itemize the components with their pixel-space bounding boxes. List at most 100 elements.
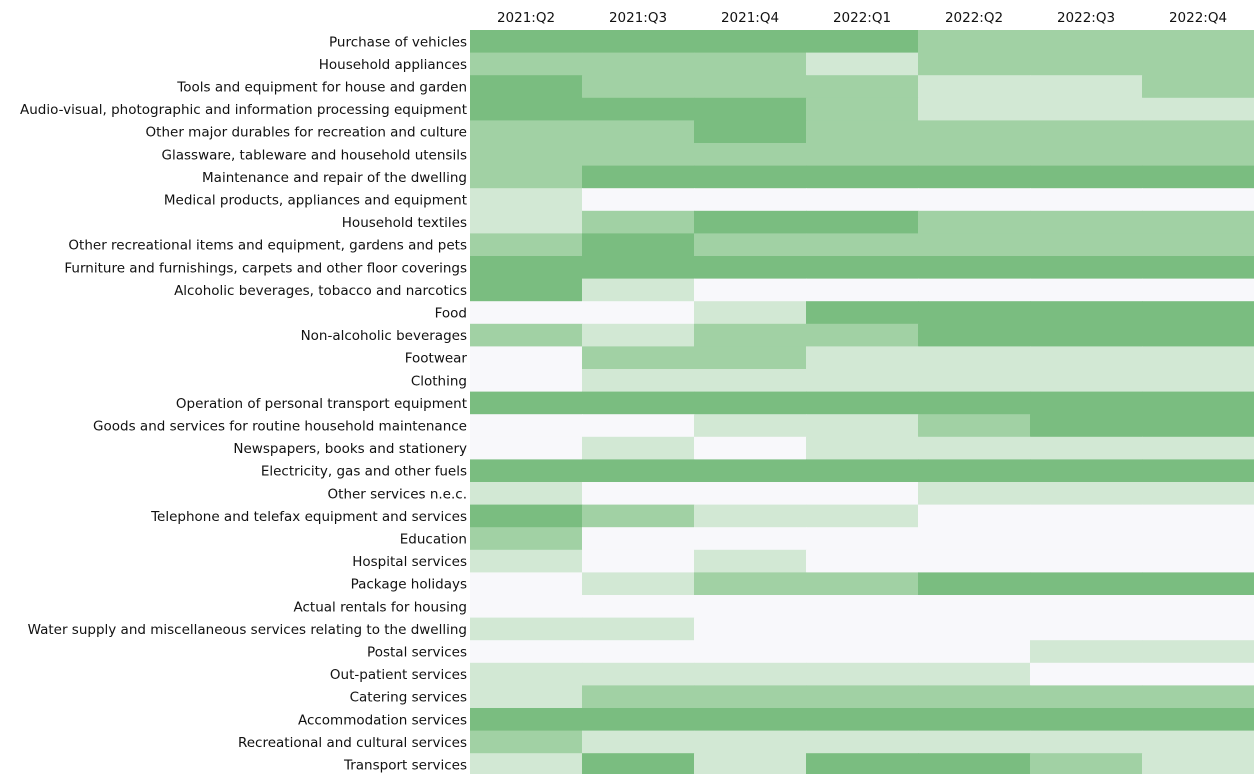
heatmap-cell	[918, 233, 1031, 257]
row-label: Clothing	[411, 373, 467, 389]
heatmap-cell	[1030, 188, 1143, 212]
heatmap-cell	[1030, 323, 1143, 347]
heatmap-cell	[806, 391, 919, 415]
heatmap-cell	[582, 504, 695, 528]
heatmap-cell	[470, 346, 583, 370]
row-label: Transport services	[343, 758, 467, 774]
heatmap-cell	[470, 662, 583, 686]
heatmap-cell	[470, 52, 583, 76]
heatmap-cell	[694, 504, 807, 528]
heatmap-cell	[1030, 730, 1143, 754]
row-label: Actual rentals for housing	[294, 599, 467, 615]
heatmap-cell	[1030, 662, 1143, 686]
heatmap-cell	[1142, 414, 1254, 438]
heatmap-cell	[582, 30, 695, 54]
heatmap-cell	[918, 504, 1031, 528]
heatmap-cell	[694, 685, 807, 709]
heatmap-cell	[1142, 301, 1254, 325]
heatmap-cell	[918, 414, 1031, 438]
heatmap-cell	[582, 210, 695, 234]
heatmap-cell	[1142, 75, 1254, 99]
heatmap-cell	[1030, 708, 1143, 732]
row-label: Electricity, gas and other fuels	[261, 464, 467, 480]
heatmap-cell	[694, 52, 807, 76]
row-label: Medical products, appliances and equipme…	[164, 193, 467, 209]
heatmap-cell	[1142, 527, 1254, 551]
heatmap-cell	[1030, 278, 1143, 302]
heatmap-cell	[470, 120, 583, 144]
heatmap-cell	[1142, 595, 1254, 619]
heatmap-cell	[806, 527, 919, 551]
heatmap-cell	[470, 391, 583, 415]
heatmap-cell	[1030, 30, 1143, 54]
heatmap-cell	[582, 233, 695, 257]
heatmap-cell	[470, 617, 583, 641]
heatmap-cell	[582, 256, 695, 280]
column-label: 2022:Q1	[833, 10, 891, 26]
column-label: 2022:Q3	[1057, 10, 1115, 26]
heatmap-cell	[1030, 753, 1143, 774]
heatmap-cell	[694, 436, 807, 460]
heatmap-cell	[694, 414, 807, 438]
heatmap-cell	[918, 97, 1031, 121]
heatmap-cell	[470, 256, 583, 280]
heatmap-cell	[918, 75, 1031, 99]
heatmap-cell	[582, 459, 695, 483]
row-label: Accommodation services	[298, 712, 467, 728]
heatmap-cell	[1142, 436, 1254, 460]
row-label: Newspapers, books and stationery	[233, 441, 467, 457]
heatmap-cell	[918, 459, 1031, 483]
row-label: Food	[435, 306, 467, 322]
heatmap-cell	[582, 662, 695, 686]
heatmap-cell	[1142, 278, 1254, 302]
heatmap-cell	[694, 188, 807, 212]
heatmap-cell	[918, 572, 1031, 596]
heatmap-cell	[806, 52, 919, 76]
row-label: Maintenance and repair of the dwelling	[202, 170, 467, 186]
heatmap-cell	[806, 662, 919, 686]
heatmap-cell	[806, 143, 919, 167]
heatmap-cell	[918, 708, 1031, 732]
heatmap-cell	[1142, 369, 1254, 393]
heatmap-cell	[470, 278, 583, 302]
heatmap-cell	[918, 685, 1031, 709]
heatmap-cell	[694, 120, 807, 144]
heatmap-cell	[1142, 323, 1254, 347]
column-label: 2021:Q3	[609, 10, 667, 26]
heatmap-cell	[1030, 459, 1143, 483]
heatmap-cell	[918, 52, 1031, 76]
heatmap-cell	[582, 165, 695, 189]
heatmap-cell	[1142, 482, 1254, 506]
heatmap-cell	[582, 97, 695, 121]
heatmap-cell	[1030, 210, 1143, 234]
heatmap-cell	[1030, 504, 1143, 528]
heatmap-cell	[806, 595, 919, 619]
heatmap-cell	[470, 730, 583, 754]
column-label: 2022:Q2	[945, 10, 1003, 26]
heatmap-cell	[1142, 120, 1254, 144]
heatmap-cell	[470, 527, 583, 551]
heatmap-cell	[1030, 685, 1143, 709]
heatmap-cell	[918, 143, 1031, 167]
heatmap-cell	[918, 549, 1031, 573]
heatmap-cell	[694, 256, 807, 280]
heatmap-cell	[1030, 549, 1143, 573]
heatmap-cell	[918, 527, 1031, 551]
heatmap-cell	[582, 301, 695, 325]
heatmap-cell	[582, 278, 695, 302]
heatmap-cell	[470, 323, 583, 347]
heatmap-cell	[806, 730, 919, 754]
heatmap-cell	[806, 75, 919, 99]
heatmap-cell	[1142, 97, 1254, 121]
heatmap-cell	[806, 165, 919, 189]
heatmap-cell	[1142, 30, 1254, 54]
heatmap-cell	[470, 75, 583, 99]
heatmap-cell	[470, 369, 583, 393]
heatmap-cell	[694, 595, 807, 619]
heatmap-cell	[1142, 391, 1254, 415]
heatmap-cell	[470, 165, 583, 189]
heatmap-cell	[806, 346, 919, 370]
heatmap-cell	[1142, 640, 1254, 664]
heatmap-cell	[694, 640, 807, 664]
heatmap-cell	[694, 708, 807, 732]
